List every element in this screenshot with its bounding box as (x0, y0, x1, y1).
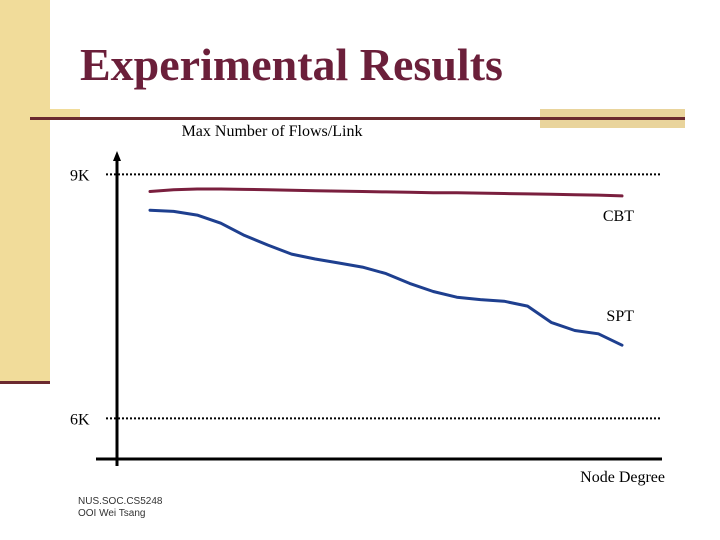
title-rule (30, 117, 685, 120)
series-label-cbt: CBT (603, 208, 634, 225)
series-line-spt (148, 208, 624, 347)
y-axis-arrow (113, 151, 121, 161)
footer-course: NUS.SOC.CS5248 (78, 496, 163, 507)
series-line-cbt (148, 187, 624, 198)
footer-author: OOI Wei Tsang (78, 508, 146, 519)
rule-accent-left (50, 109, 80, 119)
series-label-spt: SPT (606, 308, 634, 325)
left-accent-strip (0, 0, 50, 381)
x-axis-label: Node Degree (580, 469, 665, 486)
footer: NUS.SOC.CS5248 OOI Wei Tsang (78, 496, 162, 520)
slide-title: Experimental Results (80, 39, 503, 90)
reference-label-6k: 6K (70, 411, 90, 428)
reference-label-9k: 9K (70, 167, 90, 184)
left-accent-strip-edge (0, 381, 50, 384)
chart-title: Max Number of Flows/Link (182, 123, 363, 140)
